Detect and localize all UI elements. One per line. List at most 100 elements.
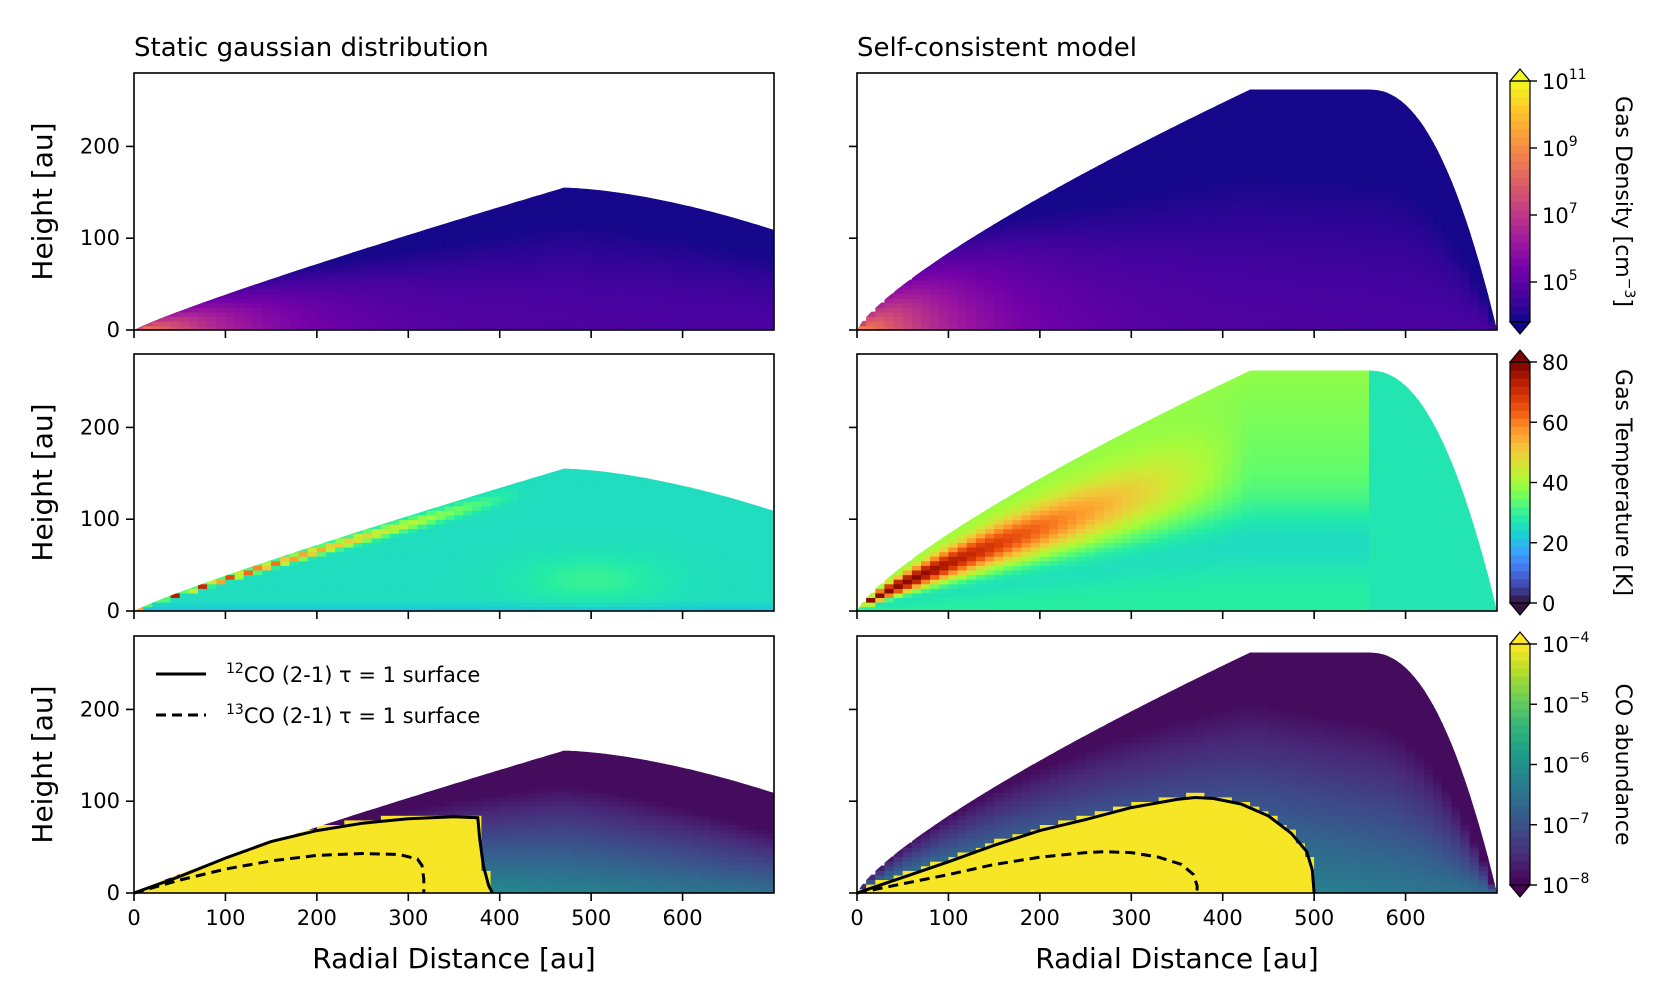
field-cell — [152, 325, 163, 330]
field-cell — [755, 279, 766, 285]
field-cell — [1268, 105, 1279, 111]
field-cell — [326, 560, 336, 566]
field-cell — [454, 551, 464, 557]
field-cell — [472, 316, 483, 322]
field-cell — [1177, 302, 1187, 308]
field-cell — [326, 297, 336, 304]
field-cell — [1341, 297, 1352, 304]
field-cell — [691, 307, 702, 313]
field-cell — [225, 592, 236, 598]
field-cell — [390, 606, 400, 611]
field-cell — [1396, 183, 1407, 189]
field-cell — [243, 578, 254, 585]
field-cell — [1076, 274, 1087, 281]
field-cell — [563, 588, 574, 594]
field-cell — [1231, 293, 1242, 299]
field-cell — [1350, 164, 1361, 171]
field-cell — [435, 546, 446, 553]
field-cell — [1359, 187, 1370, 194]
field-cell — [335, 307, 345, 313]
field-cell — [1286, 164, 1297, 171]
field-cell — [527, 307, 537, 313]
field-cell — [1423, 242, 1434, 249]
field-cell — [298, 284, 309, 290]
field-cell — [1186, 279, 1196, 285]
field-cell — [508, 606, 519, 611]
field-cell — [1177, 206, 1187, 212]
field-cell — [371, 247, 382, 253]
field-cell — [399, 247, 409, 253]
field-cell — [198, 311, 208, 317]
field-cell — [1058, 270, 1068, 276]
field-cell — [362, 533, 373, 539]
field-cell — [1423, 201, 1434, 207]
field-cell — [316, 297, 327, 304]
field-cell — [1350, 316, 1361, 322]
field-cell — [1076, 238, 1087, 244]
field-cell — [719, 270, 729, 276]
field-cell — [380, 261, 391, 267]
field-cell — [1369, 311, 1379, 317]
field-cell — [1350, 311, 1361, 317]
field-cell — [1305, 261, 1315, 267]
field-cell — [1186, 160, 1196, 166]
field-cell — [499, 551, 510, 557]
field-cell — [1222, 114, 1233, 120]
field-cell — [618, 187, 629, 189]
field-cell — [737, 288, 748, 295]
field-cell — [1405, 233, 1416, 239]
field-cell — [426, 311, 437, 317]
field-cell — [1442, 242, 1452, 249]
field-cell — [1369, 151, 1379, 157]
field-cell — [1323, 174, 1334, 180]
field-cell — [198, 588, 208, 594]
field-cell — [508, 311, 519, 317]
field-cell — [1396, 123, 1407, 129]
field-cell — [307, 302, 318, 308]
field-cell — [1222, 242, 1233, 249]
field-cell — [280, 302, 291, 308]
field-cell — [371, 583, 382, 589]
field-cell — [518, 546, 528, 553]
field-cell — [1030, 284, 1041, 290]
field-cell — [499, 606, 510, 611]
field-cell — [1222, 270, 1233, 276]
field-cell — [1405, 183, 1416, 189]
field-cell — [399, 288, 409, 295]
field-cell — [417, 261, 428, 267]
field-cell — [1305, 95, 1315, 102]
field-cell — [1103, 256, 1114, 262]
field-cell — [508, 219, 519, 226]
field-cell — [316, 288, 327, 295]
field-cell — [508, 597, 519, 603]
field-cell — [262, 316, 272, 322]
field-cell — [444, 537, 455, 543]
field-cell — [930, 256, 940, 262]
field-cell — [939, 297, 950, 304]
field-cell — [1277, 256, 1288, 262]
field-cell — [1295, 123, 1306, 129]
field-cell — [316, 565, 327, 571]
field-cell — [1433, 192, 1443, 198]
field-cell — [1387, 109, 1398, 116]
field-cell — [1378, 256, 1388, 262]
field-cell — [481, 606, 492, 611]
field-cell — [1442, 325, 1452, 330]
field-cell — [582, 233, 592, 239]
field-cell — [1277, 206, 1288, 212]
field-cell — [234, 606, 245, 611]
field-cell — [454, 528, 464, 534]
field-cell — [216, 592, 227, 598]
field-cell — [1204, 109, 1215, 116]
field-cell — [746, 224, 757, 230]
field-cell — [143, 597, 153, 603]
field-cell — [1122, 160, 1132, 166]
field-cell — [737, 224, 748, 230]
field-cell — [1167, 279, 1178, 285]
field-cell — [646, 196, 656, 203]
field-cell — [1442, 284, 1452, 290]
field-cell — [1186, 302, 1196, 308]
field-cell — [1369, 233, 1379, 239]
field-cell — [1195, 151, 1206, 157]
field-cell — [655, 270, 665, 276]
